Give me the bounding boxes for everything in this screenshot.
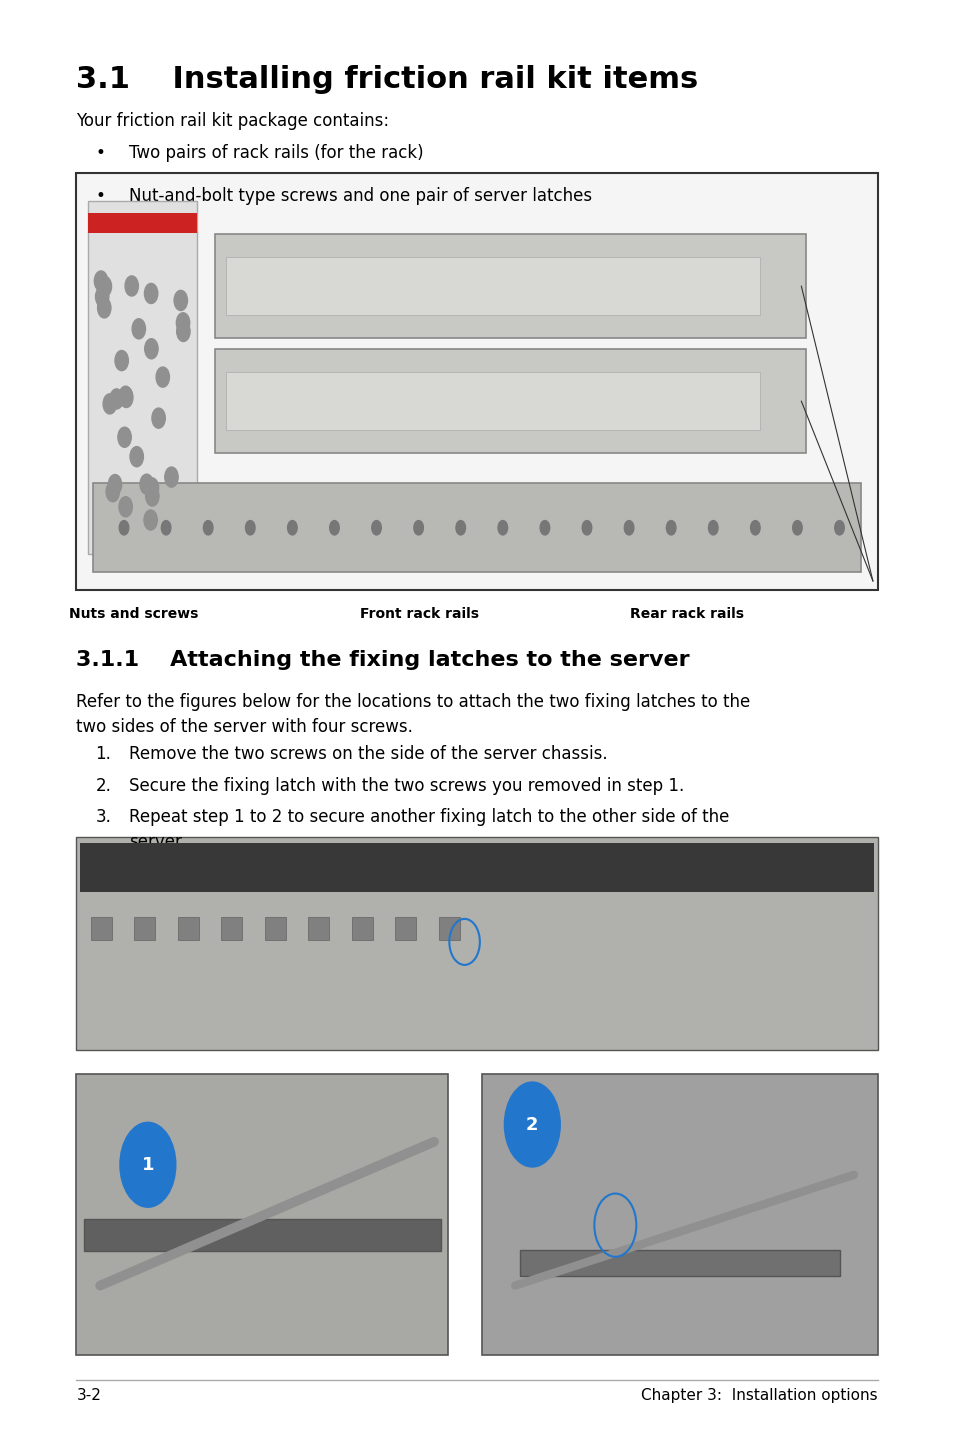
FancyBboxPatch shape — [481, 1074, 877, 1355]
FancyBboxPatch shape — [177, 917, 198, 940]
FancyBboxPatch shape — [80, 843, 873, 892]
Text: •: • — [95, 187, 105, 206]
Circle shape — [750, 521, 760, 535]
FancyBboxPatch shape — [226, 257, 760, 315]
FancyBboxPatch shape — [76, 1074, 448, 1355]
Circle shape — [119, 496, 132, 516]
Circle shape — [145, 477, 158, 498]
FancyBboxPatch shape — [76, 837, 877, 1050]
Circle shape — [708, 521, 718, 535]
Text: 2: 2 — [525, 1116, 538, 1133]
Text: 1.: 1. — [95, 745, 112, 764]
FancyBboxPatch shape — [88, 201, 197, 554]
Circle shape — [109, 475, 122, 495]
Circle shape — [115, 351, 129, 371]
Text: Nuts and screws: Nuts and screws — [69, 607, 198, 621]
Circle shape — [165, 467, 178, 487]
Text: 1: 1 — [141, 1156, 154, 1173]
Text: Refer to the figures below for the locations to attach the two fixing latches to: Refer to the figures below for the locat… — [76, 693, 750, 736]
Circle shape — [581, 521, 591, 535]
Text: Chapter 3:  Installation options: Chapter 3: Installation options — [640, 1389, 877, 1403]
Text: 3-2: 3-2 — [76, 1389, 101, 1403]
Circle shape — [98, 276, 112, 296]
FancyBboxPatch shape — [91, 917, 112, 940]
Text: Front rack rails: Front rack rails — [360, 607, 478, 621]
Circle shape — [130, 447, 143, 467]
Circle shape — [110, 388, 123, 408]
Text: 3.: 3. — [95, 808, 112, 827]
Circle shape — [144, 510, 157, 531]
Circle shape — [497, 521, 507, 535]
Circle shape — [330, 521, 339, 535]
Circle shape — [119, 521, 129, 535]
FancyBboxPatch shape — [93, 483, 860, 572]
Text: Remove the two screws on the side of the server chassis.: Remove the two screws on the side of the… — [129, 745, 607, 764]
Text: Two pairs of rack rails (for the rack): Two pairs of rack rails (for the rack) — [129, 144, 423, 162]
Circle shape — [456, 521, 465, 535]
Circle shape — [94, 270, 108, 290]
Circle shape — [106, 482, 119, 502]
FancyBboxPatch shape — [214, 349, 805, 453]
Circle shape — [144, 283, 157, 303]
Circle shape — [245, 521, 254, 535]
Circle shape — [792, 521, 801, 535]
Circle shape — [145, 339, 158, 360]
Text: 2.: 2. — [95, 777, 112, 795]
Circle shape — [176, 312, 190, 332]
Circle shape — [152, 408, 165, 429]
FancyBboxPatch shape — [395, 917, 416, 940]
Circle shape — [146, 486, 159, 506]
Text: Your friction rail kit package contains:: Your friction rail kit package contains: — [76, 112, 389, 131]
Text: 3.1    Installing friction rail kit items: 3.1 Installing friction rail kit items — [76, 65, 698, 93]
Circle shape — [503, 1081, 560, 1168]
Circle shape — [539, 521, 549, 535]
Circle shape — [125, 276, 138, 296]
Circle shape — [118, 427, 132, 447]
FancyBboxPatch shape — [264, 917, 286, 940]
Circle shape — [161, 521, 171, 535]
FancyBboxPatch shape — [438, 917, 459, 940]
FancyBboxPatch shape — [214, 234, 805, 338]
Circle shape — [176, 321, 190, 341]
FancyBboxPatch shape — [308, 917, 329, 940]
FancyBboxPatch shape — [88, 213, 197, 233]
FancyBboxPatch shape — [519, 1250, 839, 1276]
Text: Secure the fixing latch with the two screws you removed in step 1.: Secure the fixing latch with the two scr… — [129, 777, 683, 795]
Circle shape — [372, 521, 381, 535]
Circle shape — [623, 521, 633, 535]
Text: Nut-and-bolt type screws and one pair of server latches: Nut-and-bolt type screws and one pair of… — [129, 187, 591, 206]
Circle shape — [103, 394, 116, 414]
Text: •: • — [95, 144, 105, 162]
FancyBboxPatch shape — [84, 1219, 440, 1251]
Circle shape — [140, 475, 153, 495]
Circle shape — [132, 319, 146, 339]
Circle shape — [173, 290, 187, 311]
Circle shape — [834, 521, 843, 535]
Circle shape — [156, 367, 170, 387]
Text: 3.1.1    Attaching the fixing latches to the server: 3.1.1 Attaching the fixing latches to th… — [76, 650, 689, 670]
Circle shape — [95, 286, 109, 306]
Circle shape — [119, 387, 132, 407]
FancyBboxPatch shape — [352, 917, 373, 940]
FancyBboxPatch shape — [76, 173, 877, 590]
Circle shape — [414, 521, 423, 535]
FancyBboxPatch shape — [226, 372, 760, 430]
FancyBboxPatch shape — [134, 917, 155, 940]
Circle shape — [287, 521, 296, 535]
Circle shape — [203, 521, 213, 535]
Text: Rear rack rails: Rear rack rails — [629, 607, 743, 621]
Circle shape — [119, 387, 132, 407]
Text: Repeat step 1 to 2 to secure another fixing latch to the other side of the
serve: Repeat step 1 to 2 to secure another fix… — [129, 808, 728, 851]
Circle shape — [119, 1122, 176, 1208]
FancyBboxPatch shape — [221, 917, 242, 940]
Circle shape — [97, 298, 111, 318]
Circle shape — [666, 521, 676, 535]
